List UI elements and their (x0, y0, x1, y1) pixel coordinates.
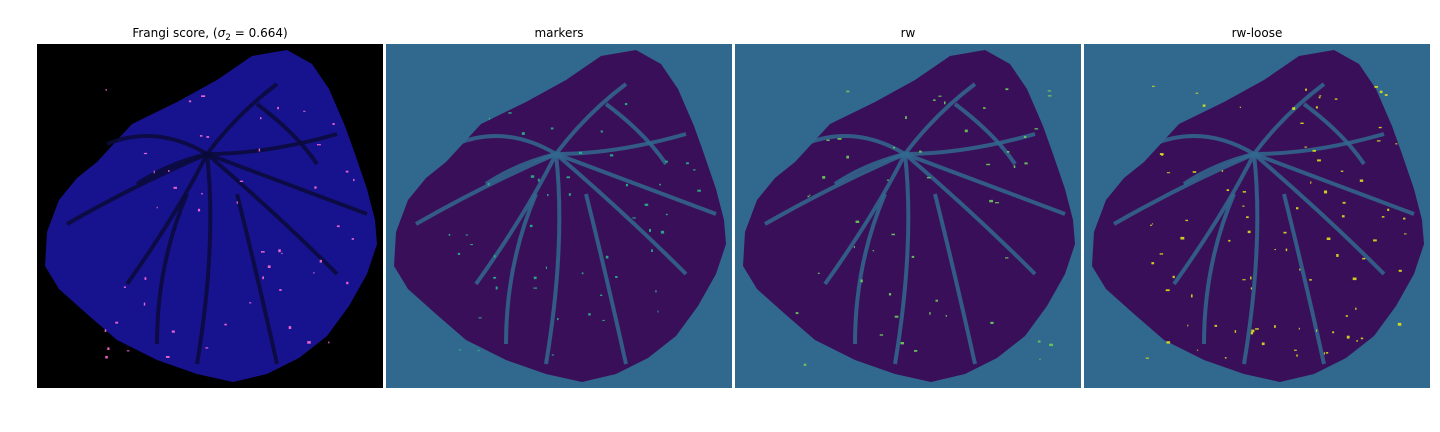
panel-title-rw-loose: rw-loose (1231, 26, 1283, 40)
rw-loose-image (1084, 44, 1430, 388)
rw-image (735, 44, 1081, 388)
panel-title-rw: rw (900, 26, 916, 40)
frangi-image (37, 44, 383, 388)
panel-title-markers: markers (534, 26, 584, 40)
markers-image (386, 44, 732, 388)
panel-title-frangi: Frangi score, (σ2 = 0.664) (132, 26, 288, 43)
